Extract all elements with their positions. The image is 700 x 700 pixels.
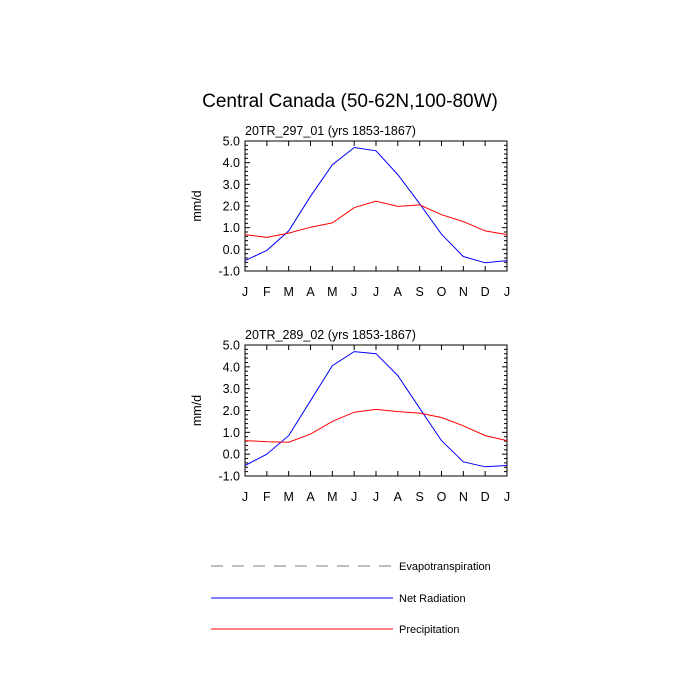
y-tick-label: 2.0 <box>223 200 240 214</box>
x-tick-label: A <box>394 490 403 504</box>
series-line-net-radiation <box>244 146 508 264</box>
x-tick-label: A <box>394 285 403 299</box>
y-tick-label: -1.0 <box>218 265 240 279</box>
x-tick-label: N <box>459 490 468 504</box>
chart-panels: 20TR_297_01 (yrs 1853-1867) 5.0 4.0 3.0 2.0 1… <box>190 124 510 504</box>
x-tick-label: J <box>351 285 357 299</box>
x-tick-label: J <box>504 490 510 504</box>
x-tick-label: O <box>437 490 447 504</box>
x-tick-label: A <box>306 285 315 299</box>
figure-title: Central Canada (50-62N,100-80W) <box>202 91 498 112</box>
x-tick-label: O <box>437 285 447 299</box>
y-tick-label: 3.0 <box>223 178 240 192</box>
y-axis-label: mm/d <box>190 190 204 221</box>
y-tick-label: 1.0 <box>223 426 240 440</box>
x-tick-label: M <box>327 490 337 504</box>
x-tick-label: F <box>263 490 271 504</box>
legend-label-evapotranspiration: Evapotranspiration <box>399 561 491 573</box>
x-tick-label: M <box>327 285 337 299</box>
x-tick-label: D <box>481 285 490 299</box>
series-line-precipitation <box>244 200 508 238</box>
y-tick-label: 4.0 <box>223 360 240 374</box>
x-tick-label: J <box>242 285 248 299</box>
legend: Evapotranspiration Net Radiation Precipita… <box>211 561 491 636</box>
legend-label-net-radiation: Net Radiation <box>399 593 466 605</box>
y-tick-label: 4.0 <box>223 156 240 170</box>
series-line-net-radiation <box>244 351 508 468</box>
y-tick-label: 1.0 <box>223 221 240 235</box>
y-tick-label: 0.0 <box>223 243 240 257</box>
plot-frame <box>244 344 508 477</box>
x-tick-label: J <box>242 490 248 504</box>
x-tick-label: D <box>481 490 490 504</box>
x-tick-label: M <box>283 285 293 299</box>
x-tick-label: N <box>459 285 468 299</box>
x-tick-label: F <box>263 285 271 299</box>
y-tick-label: 0.0 <box>223 448 240 462</box>
chart-subtitle: 20TR_297_01 (yrs 1853-1867) <box>245 124 416 138</box>
x-tick-label: A <box>306 490 315 504</box>
x-tick-label: J <box>373 490 379 504</box>
x-tick-label: J <box>351 490 357 504</box>
y-tick-label: 3.0 <box>223 382 240 396</box>
y-tick-label: 5.0 <box>223 339 240 353</box>
x-tick-label: S <box>415 490 423 504</box>
series-line-precipitation <box>244 408 508 443</box>
x-tick-label: J <box>373 285 379 299</box>
y-tick-label: 5.0 <box>223 135 240 149</box>
chart-subtitle: 20TR_289_02 (yrs 1853-1867) <box>245 328 416 342</box>
legend-label-precipitation: Precipitation <box>399 624 460 636</box>
chart-panel-1: 20TR_297_01 (yrs 1853-1867) 5.0 4.0 3.0 2.0 1… <box>190 124 510 299</box>
y-axis-label: mm/d <box>190 395 204 426</box>
chart-panel-2: 20TR_289_02 (yrs 1853-1867) 5.0 4.0 3.0 2.0 1… <box>190 328 510 504</box>
plot-frame <box>244 140 508 272</box>
y-tick-label: 2.0 <box>223 404 240 418</box>
y-tick-label: -1.0 <box>218 470 240 484</box>
x-tick-label: S <box>415 285 423 299</box>
x-tick-label: J <box>504 285 510 299</box>
x-tick-label: M <box>283 490 293 504</box>
